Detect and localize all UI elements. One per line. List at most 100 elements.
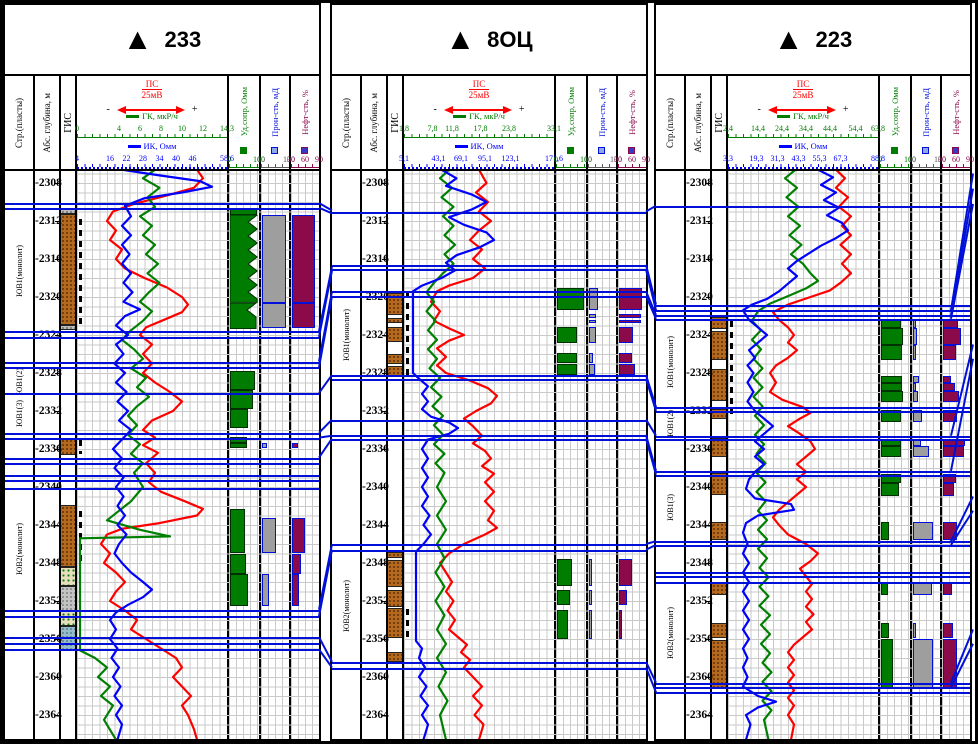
resistivity-bar: [881, 375, 903, 384]
depth-label: -2312: [362, 215, 389, 227]
ik-scale-minorticks: [728, 164, 878, 167]
res-scale-tick: 100: [580, 155, 592, 164]
ps-fraction: ПС 25мВ: [141, 79, 163, 101]
log-curves: [411, 171, 499, 739]
log-curves: [741, 171, 853, 739]
correlation-line: [332, 374, 646, 377]
ik-scale-minorticks: [77, 164, 227, 167]
correlation-line: [5, 432, 319, 435]
lithology-block: [61, 505, 75, 567]
ps-scale-value: 25мВ: [792, 90, 814, 101]
ps-fraction: ПС 25мВ: [468, 79, 490, 101]
oil-scale-tick: 90: [315, 155, 323, 164]
oil-saturation-bar: [292, 574, 300, 606]
oil-saturation-bar: [619, 559, 632, 586]
lithology-block: [712, 437, 726, 457]
depth-tick: [706, 487, 710, 488]
depth-label: -2352: [686, 595, 713, 607]
correlation-line: [332, 544, 646, 546]
ps-curve: [99, 171, 205, 739]
correlation-line: [332, 667, 646, 670]
depth-tick: [706, 563, 710, 564]
lithology-block: [712, 331, 726, 360]
column-separator: [360, 76, 362, 739]
depth-label: -2324: [686, 329, 713, 341]
well-name: 223: [815, 26, 853, 52]
ik-scale-line: [728, 167, 878, 169]
perm-scale-tick: 10: [908, 155, 916, 164]
correlation-line: [656, 682, 970, 685]
correlation-line: [5, 392, 319, 395]
correlation-line: [5, 609, 319, 612]
correlation-line: [5, 437, 319, 440]
gk-scale-tick: 14,3: [220, 124, 234, 133]
gk-scale-line: [404, 137, 554, 138]
depth-tick: [55, 639, 59, 640]
oil-saturation-bar: [619, 327, 634, 343]
resistivity-bar: [557, 609, 569, 639]
depth-label: -2312: [35, 215, 62, 227]
gk-scale-tick: 17,8: [473, 124, 488, 133]
depth-label: -2308: [362, 177, 389, 189]
lithology-block: [61, 324, 75, 331]
depth-tick: [706, 525, 710, 526]
correlation-line: [332, 419, 646, 422]
correlation-line: [332, 264, 646, 267]
well-header: ▲ 233: [5, 5, 319, 74]
res-scale-tick: 0: [878, 155, 882, 164]
lithology-block: [388, 293, 402, 316]
permeability-bar: [589, 609, 592, 639]
depth-tick: [706, 221, 710, 222]
gk-scale-tick: 14,4: [751, 124, 765, 133]
gk-scale-minorticks: [404, 134, 554, 137]
depth-tick: [382, 563, 386, 564]
correlation-line: [332, 661, 646, 664]
correlation-line: [332, 549, 646, 552]
depth-tick: [382, 601, 386, 602]
resistivity-bar: [557, 559, 573, 586]
res-scale-tick: 0: [227, 155, 231, 164]
lithology-block: [712, 369, 726, 401]
correlation-line: [5, 367, 319, 370]
gk-scale-tick: 10: [178, 124, 186, 133]
correlation-line: [5, 457, 319, 460]
resistivity-bar: [557, 327, 578, 343]
res-scale-tick: 0: [554, 155, 558, 164]
correlation-line: [5, 336, 319, 339]
oil-saturation-bar: [292, 302, 315, 329]
depth-tick: [382, 259, 386, 260]
resistivity-bar: [881, 622, 890, 639]
oil-scale-tick: 90: [966, 155, 974, 164]
gk-scale-tick: 8: [159, 124, 163, 133]
correlation-line: [656, 571, 970, 574]
ik-scale-tick: 43,1: [431, 154, 446, 163]
ik-curve-label: ИК, Омм: [470, 141, 504, 151]
well-marker-icon: ▲: [122, 22, 153, 56]
depth-label: -2352: [362, 595, 389, 607]
ps-header: ПС 25мВ - +: [77, 79, 227, 115]
column-separator: [33, 76, 35, 739]
lithology-block: [61, 214, 75, 325]
res-legend-square-icon: [567, 147, 574, 154]
oil-saturation-bar: [619, 314, 642, 318]
oil-scale-line: [942, 167, 970, 168]
correlation-line: [656, 687, 970, 690]
permeability-bar: [913, 328, 917, 346]
ik-scale-line: [404, 167, 554, 169]
correlation-line: [5, 637, 319, 640]
gk-scale-tick: 11,8: [445, 124, 459, 133]
correlation-line: [656, 576, 970, 579]
depth-tick: [55, 221, 59, 222]
depth-tick: [382, 449, 386, 450]
ps-plus: +: [518, 104, 525, 116]
oil-saturation-bar: [619, 364, 636, 375]
correlation-line: [5, 642, 319, 645]
depth-tick: [55, 411, 59, 412]
ik-scale-tick: 40: [172, 154, 180, 163]
correlation-line: [656, 205, 970, 208]
perm-scale-line: [261, 167, 289, 168]
ik-curve-icon: [778, 144, 792, 148]
correlation-line: [656, 318, 970, 321]
depth-label: -2340: [35, 481, 62, 494]
